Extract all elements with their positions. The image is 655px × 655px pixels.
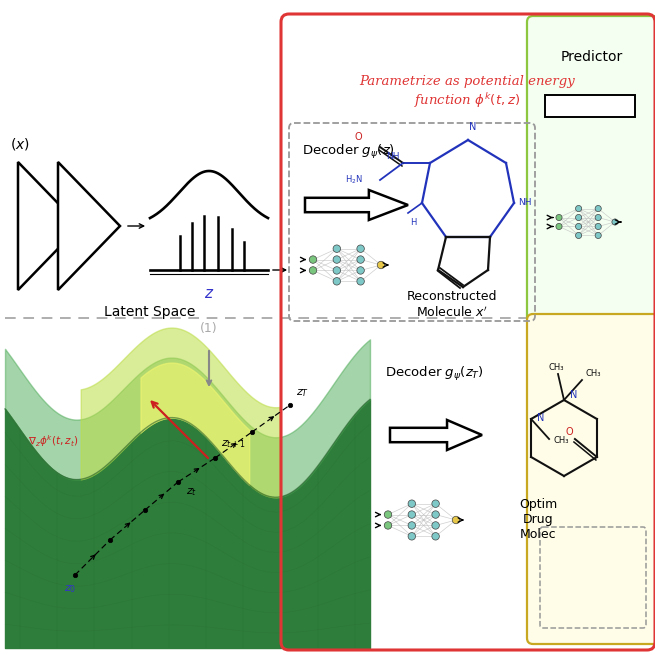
Bar [545,95,635,117]
Circle shape [576,223,582,229]
Text: N: N [470,122,477,132]
FancyArrow shape [390,420,482,450]
Circle shape [333,267,341,274]
Text: Predictor: Predictor [561,50,623,64]
Circle shape [432,533,440,540]
Polygon shape [58,162,120,290]
Circle shape [384,511,392,518]
Text: $(x)$: $(x)$ [10,136,30,151]
Text: O: O [354,132,362,142]
Text: Reconstructed
Molecule $x'$: Reconstructed Molecule $x'$ [407,290,497,320]
Text: N: N [570,390,577,400]
Circle shape [556,223,562,229]
Text: H: H [410,218,416,227]
Circle shape [452,516,460,524]
FancyArrow shape [305,190,408,220]
Text: H$_2$N: H$_2$N [345,174,363,187]
Circle shape [357,256,364,263]
Circle shape [309,256,317,263]
Text: O: O [565,427,572,437]
Circle shape [408,533,415,540]
Text: Parametrize as potential energy
function $\phi^k(t, z)$: Parametrize as potential energy function… [359,75,575,109]
FancyBboxPatch shape [527,16,655,323]
Text: $\nabla_z \phi^k(t, z_t)$: $\nabla_z \phi^k(t, z_t)$ [28,433,79,449]
Circle shape [432,521,440,529]
Text: NH: NH [518,198,531,207]
Circle shape [595,206,601,212]
Circle shape [408,511,415,518]
Circle shape [576,233,582,238]
FancyBboxPatch shape [527,314,655,644]
Text: CH₃: CH₃ [553,436,569,445]
Text: $z_{t+1}$: $z_{t+1}$ [221,438,246,450]
Circle shape [576,214,582,221]
Circle shape [357,267,364,274]
Text: $z_0$: $z_0$ [64,583,76,595]
Circle shape [357,278,364,285]
Text: CH₃: CH₃ [586,369,601,378]
Circle shape [595,223,601,229]
Circle shape [408,500,415,508]
Circle shape [432,511,440,518]
Text: $z$: $z$ [204,286,214,301]
Circle shape [556,214,562,221]
Text: $z_t$: $z_t$ [186,486,197,498]
Circle shape [432,500,440,508]
Text: $z_T$: $z_T$ [296,387,309,399]
Text: NH: NH [386,152,400,161]
Text: CH₃: CH₃ [548,363,564,372]
Text: N: N [537,413,544,423]
Text: (1): (1) [200,322,218,335]
Circle shape [384,521,392,529]
Text: Decoder $g_{\psi}(z_T)$: Decoder $g_{\psi}(z_T)$ [385,365,484,383]
Circle shape [357,245,364,252]
Circle shape [377,261,384,269]
Circle shape [333,245,341,252]
Text: Latent Space: Latent Space [104,305,196,319]
Circle shape [612,219,618,225]
Text: Decoder $g_{\psi}(z)$: Decoder $g_{\psi}(z)$ [302,143,395,161]
Circle shape [595,214,601,221]
Circle shape [309,267,317,274]
Circle shape [576,206,582,212]
Text: Optim
Drug
Molec: Optim Drug Molec [519,498,557,541]
Circle shape [333,278,341,285]
Circle shape [595,233,601,238]
Circle shape [333,256,341,263]
Polygon shape [18,162,80,290]
Circle shape [408,521,415,529]
